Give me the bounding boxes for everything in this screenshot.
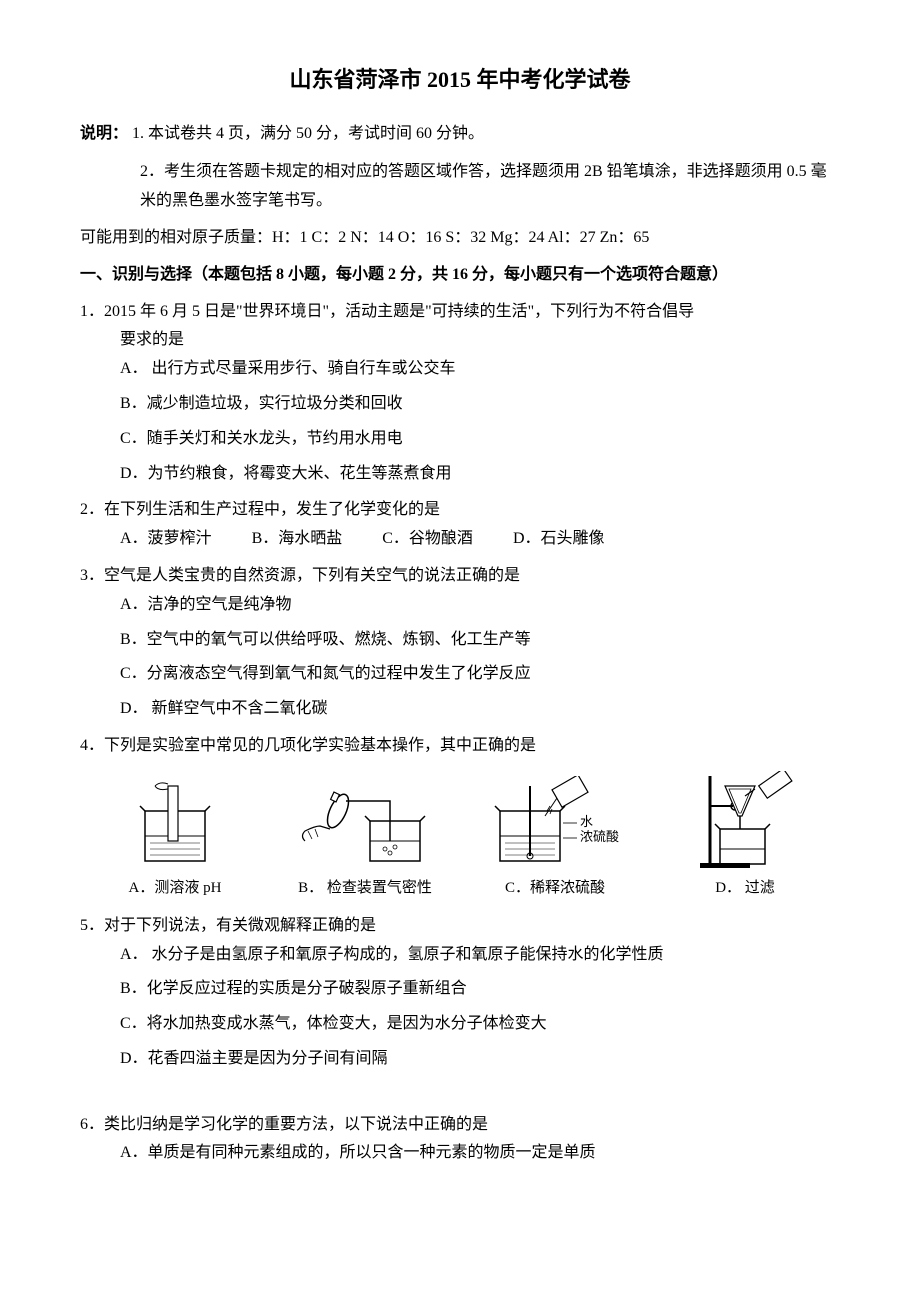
q1-option-a: A． 出行方式尽量采用步行、骑自行车或公交车 [120,355,840,384]
q2-option-d: D．石头雕像 [513,525,605,554]
q1-stem: 1．2015 年 6 月 5 日是"世界环境日"，活动主题是"可持续的生活"，下… [80,298,840,327]
section-1-header: 一、识别与选择（本题包括 8 小题，每小题 2 分，共 16 分，每小题只有一个… [80,261,840,290]
q2-options: A．菠萝榨汁 B．海水晒盐 C．谷物酿酒 D．石头雕像 [120,525,840,554]
q4-stem: 4．下列是实验室中常见的几项化学实验基本操作，其中正确的是 [80,732,840,761]
atomic-mass-line: 可能用到的相对原子质量：H：1 C：2 N：14 O：16 S：32 Mg：24… [80,224,840,253]
q4-caption-d: D． 过滤 [650,875,840,902]
instruction-line-1: 1. 本试卷共 4 页，满分 50 分，考试时间 60 分钟。 [132,125,484,142]
airtight-check-icon [290,781,440,871]
instructions-block: 说明： 1. 本试卷共 4 页，满分 50 分，考试时间 60 分钟。 [80,120,840,149]
question-5: 5．对于下列说法，有关微观解释正确的是 A． 水分子是由氢原子和氧原子构成的，氢… [80,912,840,1074]
page-title: 山东省菏泽市 2015 年中考化学试卷 [80,60,840,100]
ph-test-icon [120,781,230,871]
q4-diagram-d: D． 过滤 [650,771,840,902]
q6-stem: 6．类比归纳是学习化学的重要方法，以下说法中正确的是 [80,1111,840,1140]
q2-option-a: A．菠萝榨汁 [120,525,212,554]
q4-caption-b: B． 检查装置气密性 [270,875,460,902]
q2-stem: 2．在下列生活和生产过程中，发生了化学变化的是 [80,496,840,525]
q5-stem: 5．对于下列说法，有关微观解释正确的是 [80,912,840,941]
q5-option-b: B．化学反应过程的实质是分子破裂原子重新组合 [120,975,840,1004]
q5-option-a: A． 水分子是由氢原子和氧原子构成的，氢原子和氧原子能保持水的化学性质 [120,941,840,970]
q4-diagram-c: 水 浓硫酸 C．稀释浓硫酸 [460,776,650,902]
q3-option-a: A．洁净的空气是纯净物 [120,591,840,620]
acid-label: 浓硫酸 [580,829,619,844]
question-4: 4．下列是实验室中常见的几项化学实验基本操作，其中正确的是 A．测溶液 pH [80,732,840,902]
q4-caption-c: C．稀释浓硫酸 [460,875,650,902]
q6-options: A．单质是有同种元素组成的，所以只含一种元素的物质一定是单质 [120,1139,840,1168]
q4-diagrams: A．测溶液 pH B． 检查装置气密性 [80,771,840,902]
water-label: 水 [580,814,593,829]
q3-option-d: D． 新鲜空气中不含二氧化碳 [120,695,840,724]
q5-option-d: D．花香四溢主要是因为分子间有间隔 [120,1045,840,1074]
dilute-acid-icon: 水 浓硫酸 [485,776,625,871]
q1-option-b: B．减少制造垃圾，实行垃圾分类和回收 [120,390,840,419]
q3-stem: 3．空气是人类宝贵的自然资源，下列有关空气的说法正确的是 [80,562,840,591]
question-1: 1．2015 年 6 月 5 日是"世界环境日"，活动主题是"可持续的生活"，下… [80,298,840,489]
q5-option-c: C．将水加热变成水蒸气，体检变大，是因为水分子体检变大 [120,1010,840,1039]
q6-option-a: A．单质是有同种元素组成的，所以只含一种元素的物质一定是单质 [120,1139,840,1168]
filter-icon [685,771,805,871]
question-2: 2．在下列生活和生产过程中，发生了化学变化的是 A．菠萝榨汁 B．海水晒盐 C．… [80,496,840,554]
q4-caption-a: A．测溶液 pH [80,875,270,902]
q3-option-c: C．分离液态空气得到氧气和氮气的过程中发生了化学反应 [120,660,840,689]
instruction-line-2: 2．考生须在答题卡规定的相对应的答题区域作答，选择题须用 2B 铅笔填涂，非选择… [140,158,840,216]
instructions-label: 说明： [80,125,128,142]
q1-options: A． 出行方式尽量采用步行、骑自行车或公交车 B．减少制造垃圾，实行垃圾分类和回… [120,355,840,488]
question-6: 6．类比归纳是学习化学的重要方法，以下说法中正确的是 A．单质是有同种元素组成的… [80,1111,840,1169]
q2-option-c: C．谷物酿酒 [382,525,473,554]
q4-diagram-b: B． 检查装置气密性 [270,781,460,902]
q2-option-b: B．海水晒盐 [252,525,343,554]
q4-diagram-a: A．测溶液 pH [80,781,270,902]
q1-option-d: D．为节约粮食，将霉变大米、花生等蒸煮食用 [120,460,840,489]
question-3: 3．空气是人类宝贵的自然资源，下列有关空气的说法正确的是 A．洁净的空气是纯净物… [80,562,840,724]
q3-options: A．洁净的空气是纯净物 B．空气中的氧气可以供给呼吸、燃烧、炼钢、化工生产等 C… [120,591,840,724]
q1-option-c: C．随手关灯和关水龙头，节约用水用电 [120,425,840,454]
q3-option-b: B．空气中的氧气可以供给呼吸、燃烧、炼钢、化工生产等 [120,626,840,655]
q1-stem-2: 要求的是 [120,326,840,355]
q5-options: A． 水分子是由氢原子和氧原子构成的，氢原子和氧原子能保持水的化学性质 B．化学… [120,941,840,1074]
